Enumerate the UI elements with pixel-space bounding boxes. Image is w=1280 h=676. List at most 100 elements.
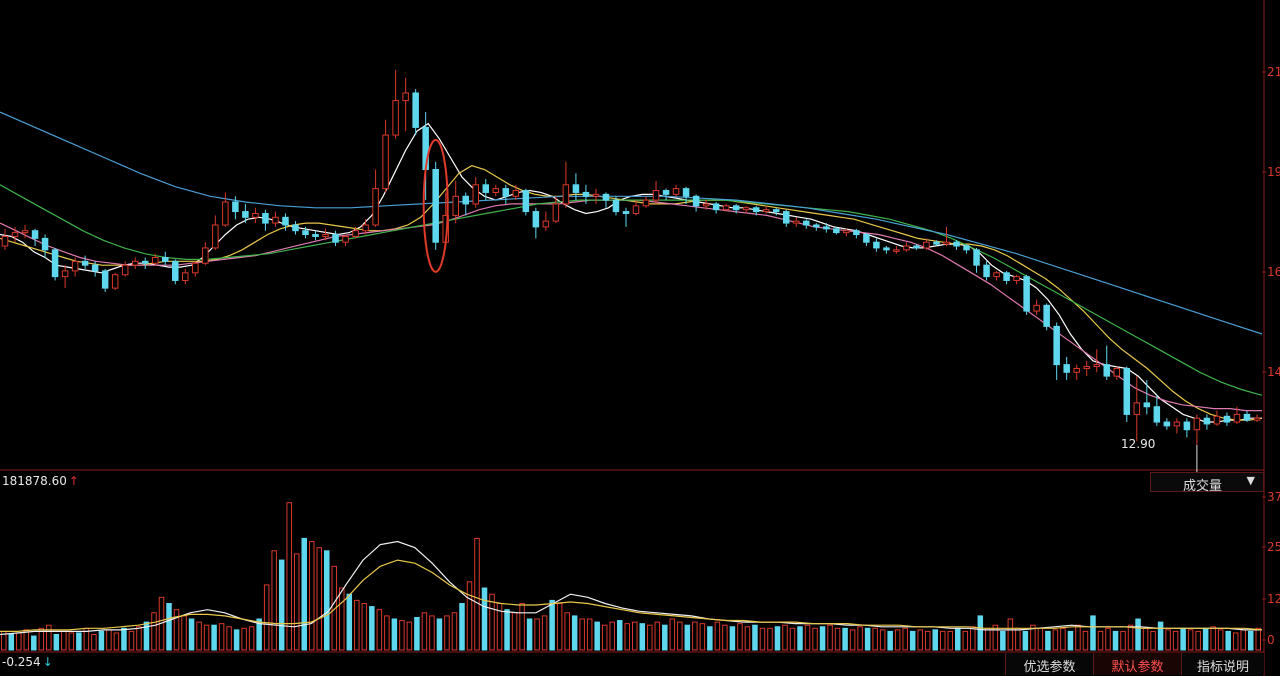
volume-bar [932, 629, 938, 651]
candle-body [1213, 415, 1221, 425]
candle-body [71, 260, 79, 272]
candle-body [1, 235, 9, 247]
volume-bar [962, 630, 969, 651]
candle-body [502, 188, 510, 197]
candle-body [192, 262, 199, 274]
volume-bar [639, 623, 646, 651]
candle-body [1223, 415, 1231, 423]
volume-bar [654, 621, 661, 651]
price-ma-line [0, 199, 1262, 412]
volume-bar [579, 618, 585, 651]
tab-indicator-help[interactable]: 指标说明 [1181, 653, 1264, 675]
volume-bar [106, 629, 112, 651]
volume-bar [1030, 624, 1036, 651]
candle-body [863, 234, 870, 243]
highlight-ellipse [422, 138, 449, 273]
candle-body [1183, 421, 1191, 431]
candle-body [762, 209, 770, 213]
volume-bar [91, 634, 97, 651]
volume-bar [263, 584, 270, 651]
candle-body [1113, 367, 1121, 377]
volume-bar [324, 550, 330, 651]
candle-body [712, 203, 720, 211]
volume-bar [181, 615, 187, 651]
volume-bar [1187, 629, 1194, 651]
volume-bar [113, 632, 120, 651]
volume-bar [541, 615, 548, 651]
volume-bar [369, 606, 375, 651]
volume-bar [331, 565, 338, 651]
volume-bar [872, 627, 878, 651]
volume-bar [121, 627, 127, 651]
volume-bar [1142, 627, 1149, 651]
volume-bar [429, 615, 435, 651]
volume-bar [864, 627, 871, 651]
volume-bar [278, 559, 285, 651]
candle-body [1023, 276, 1030, 312]
volume-bar [1210, 626, 1216, 651]
candle-body [462, 195, 469, 205]
candle-body [402, 92, 409, 102]
candle-body [232, 201, 239, 213]
volume-bar [894, 629, 901, 651]
volume-bar [361, 603, 368, 651]
volume-bar [924, 630, 931, 651]
candle-body [131, 260, 139, 266]
volume-bar [737, 623, 743, 651]
tab-default-params[interactable]: 默认参数 [1093, 653, 1181, 675]
price-tick-label: 21 [1267, 65, 1280, 79]
volume-bar [879, 629, 886, 651]
volume-bar [782, 624, 788, 651]
candle-body [813, 224, 820, 228]
volume-ma-line [0, 559, 1263, 633]
price-ma-line [0, 111, 1263, 335]
tab-label: 指标说明 [1196, 660, 1249, 675]
price-tick-label: 14 [1267, 365, 1280, 379]
candle-body [1013, 276, 1020, 281]
candle-body [182, 272, 189, 281]
volume-bar [1255, 627, 1261, 651]
volume-bar [1090, 615, 1096, 651]
volume-indicator-dropdown[interactable]: 成交量 ▼ [1150, 472, 1264, 494]
candle-body [1173, 421, 1181, 427]
volume-bar [759, 627, 766, 651]
volume-bar [992, 624, 999, 651]
candle-body [1083, 366, 1090, 369]
up-arrow-icon: ↑ [68, 474, 79, 488]
candle-body [823, 226, 830, 230]
volume-tick-label: 37 [1267, 490, 1280, 504]
volume-ma-lines [0, 540, 1263, 636]
volume-tick-label: 0 [1267, 633, 1275, 647]
candlesticks [1, 70, 1261, 476]
price-tick-label: 19 [1267, 165, 1280, 179]
tab-optimized-params[interactable]: 优选参数 [1005, 653, 1093, 675]
volume-readout: 181878.60 ↑ [2, 474, 79, 488]
price-ma-line [0, 122, 1262, 423]
candle-body [973, 249, 980, 266]
volume-bar [1000, 630, 1006, 651]
candle-body [612, 199, 620, 213]
candle-body [432, 168, 439, 243]
volume-bar [399, 620, 405, 651]
volume-bar [376, 609, 383, 651]
volume-bar [286, 502, 292, 651]
volume-bar [819, 626, 826, 651]
volume-bar [1015, 627, 1021, 651]
volume-bar [76, 632, 82, 651]
volume-bar [489, 593, 495, 651]
volume-bar [970, 626, 976, 651]
volume-bar [677, 621, 683, 651]
volume-bar [1052, 629, 1059, 651]
candle-body [1133, 402, 1141, 415]
volume-bar [1165, 629, 1171, 651]
volume-bar [632, 621, 638, 651]
down-arrow-icon: ↓ [42, 655, 53, 669]
volume-bar [61, 630, 67, 651]
candle-body [81, 260, 89, 266]
candle-body [542, 220, 550, 228]
candle-body [11, 232, 19, 237]
candle-body [242, 211, 249, 218]
volume-bar [316, 547, 323, 651]
candle-body [202, 247, 209, 264]
